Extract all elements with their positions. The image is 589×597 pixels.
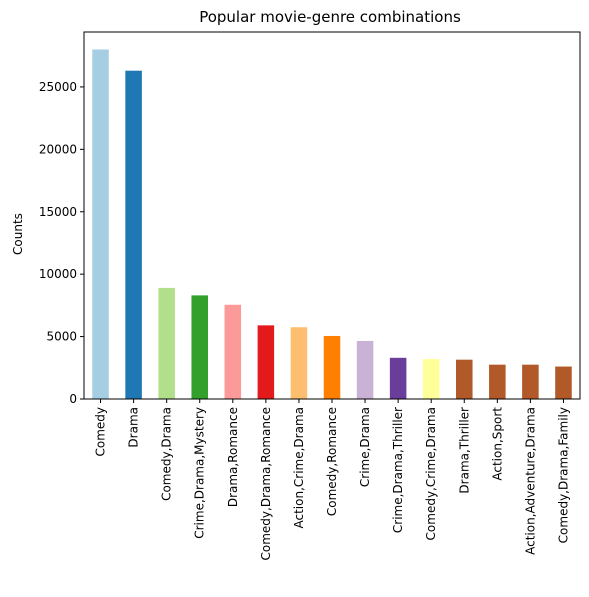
y-tick-label: 20000 <box>39 142 77 156</box>
x-tick-label: Comedy,Drama <box>160 407 174 501</box>
x-tick-label: Comedy,Drama,Romance <box>259 407 273 560</box>
bar-7 <box>323 335 341 399</box>
x-tick-label: Crime,Drama,Thriller <box>391 407 405 533</box>
plot-frame <box>83 31 581 400</box>
bar-12 <box>489 364 506 399</box>
x-tick-label: Comedy,Crime,Drama <box>424 407 438 540</box>
x-tick-label: Comedy <box>94 407 108 457</box>
y-tick-label: 5000 <box>46 330 77 344</box>
bar-4 <box>224 304 242 399</box>
bar-1 <box>125 70 142 400</box>
bar-8 <box>356 340 374 399</box>
bar-14 <box>555 366 572 399</box>
bar-11 <box>456 359 473 399</box>
x-tick-label: Drama,Romance <box>226 407 240 507</box>
x-ticks-group: Comedy Drama Comedy,Drama Crime,Drama,Myste… <box>94 399 570 560</box>
bars-group <box>92 49 572 400</box>
bar-2 <box>158 287 175 399</box>
y-tick-label: 25000 <box>39 80 77 94</box>
bar-10 <box>422 359 440 399</box>
x-tick-label: Drama <box>127 407 141 448</box>
bar-9 <box>389 357 407 399</box>
y-ticks-group: 0 5000 10000 15000 20000 25000 <box>39 80 84 406</box>
bar-0 <box>92 49 109 399</box>
y-tick-label: 15000 <box>39 205 77 219</box>
bar-3 <box>191 295 208 399</box>
x-tick-label: Action,Adventure,Drama <box>523 407 537 555</box>
x-tick-label: Crime,Drama <box>358 407 372 487</box>
y-tick-label: 10000 <box>39 267 77 281</box>
x-tick-label: Drama,Thriller <box>457 407 471 494</box>
bar-6 <box>290 327 308 399</box>
y-tick-label: 0 <box>69 392 77 406</box>
chart-title: Popular movie-genre combinations <box>199 8 461 26</box>
x-tick-label: Action,Crime,Drama <box>292 407 306 529</box>
x-tick-label: Crime,Drama,Mystery <box>193 407 207 539</box>
bar-5 <box>257 325 275 399</box>
x-tick-label: Comedy,Romance <box>325 407 339 516</box>
x-tick-label: Comedy,Drama,Family <box>556 407 570 543</box>
y-axis-label: Counts <box>11 213 25 255</box>
bar-13 <box>522 364 539 399</box>
x-tick-label: Action,Sport <box>490 407 504 481</box>
